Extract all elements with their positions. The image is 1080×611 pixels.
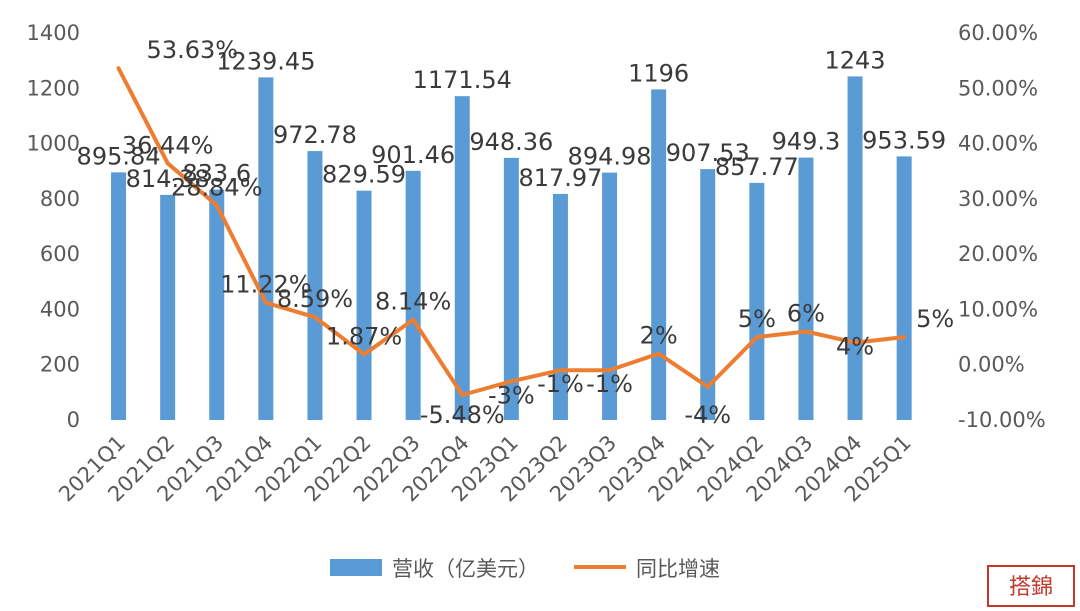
revenue-bar	[503, 157, 519, 421]
left-axis-tick: 1000	[27, 132, 80, 156]
revenue-bar	[160, 194, 176, 420]
left-axis-tick: 1200	[27, 76, 80, 100]
revenue-bar	[454, 96, 470, 421]
growth-line-label: 5%	[916, 305, 954, 333]
growth-line	[116, 66, 907, 397]
left-axis-tick: 600	[40, 242, 80, 266]
right-axis-tick: 30.00%	[958, 187, 1038, 211]
revenue-bar-label: 907.53	[666, 139, 750, 167]
revenue-bar	[896, 156, 912, 420]
legend-label-revenue: 营收（亿美元）	[392, 557, 539, 581]
left-axis-tick: 200	[40, 353, 80, 377]
right-axis-ticks: -10.00% 0.00% 10.00% 20.00% 30.00% 40.00% 50.0…	[958, 21, 1046, 432]
legend-swatch-revenue	[330, 559, 382, 576]
revenue-bar-label: 949.3	[772, 128, 841, 156]
growth-line-label: 1.87%	[326, 322, 402, 350]
revenue-bar-label: 901.46	[371, 141, 455, 169]
left-axis-tick: 1400	[27, 21, 80, 45]
revenue-bar-label: 1196	[628, 59, 689, 87]
revenue-bar	[356, 190, 372, 420]
growth-line-label: -1%	[586, 370, 633, 398]
right-axis-tick: 10.00%	[958, 297, 1038, 321]
revenue-bar-label: 948.36	[469, 128, 553, 156]
revenue-bar-label: 953.59	[862, 126, 946, 154]
revenue-bar-label: 814.38	[126, 165, 210, 193]
left-axis-ticks: 0 200 400 600 800 1000 1200 1400	[27, 21, 80, 432]
left-axis-tick: 800	[40, 187, 80, 211]
growth-line-label: 2%	[640, 322, 678, 350]
revenue-bar	[111, 172, 127, 420]
growth-line-label: 8.14%	[375, 288, 451, 316]
watermark-stamp: 搭錦	[987, 565, 1075, 607]
revenue-bar	[847, 76, 863, 420]
stamp-text: 搭錦	[1009, 575, 1053, 600]
growth-line-label: 11.22%	[220, 271, 312, 299]
growth-line-label: -4%	[684, 401, 731, 429]
growth-line-label: 36.44%	[122, 131, 214, 159]
growth-line-label: 6%	[787, 300, 825, 328]
right-axis-tick: 0.00%	[958, 353, 1025, 377]
revenue-bar	[307, 151, 323, 420]
revenue-bar	[700, 169, 716, 420]
right-axis-tick: 60.00%	[958, 21, 1038, 45]
growth-line-label: -3%	[488, 381, 535, 409]
right-axis-tick: 50.00%	[958, 76, 1038, 100]
revenue-bar-label: 1171.54	[413, 66, 512, 94]
revenue-bar	[651, 89, 667, 421]
revenue-bar	[405, 170, 421, 420]
growth-line-label: 53.63%	[147, 36, 239, 64]
revenue-bars	[111, 76, 912, 421]
growth-line-path	[116, 66, 907, 397]
growth-line-label: 5%	[738, 305, 776, 333]
revenue-bar-label: 1243	[825, 46, 886, 74]
revenue-bar	[209, 189, 225, 420]
left-axis-tick: 400	[40, 297, 80, 321]
revenue-bar-label: 829.59	[322, 161, 406, 189]
revenue-bar-label: 894.98	[568, 143, 652, 171]
legend: 营收（亿美元） 同比增速	[330, 557, 720, 581]
revenue-bar-label: 972.78	[273, 121, 357, 149]
revenue-bar-label: 857.77	[715, 153, 799, 181]
revenue-bar-label: 1239.45	[216, 47, 315, 75]
revenue-bar	[258, 77, 274, 420]
revenue-bar	[552, 193, 568, 420]
growth-line-label: 28.84%	[171, 173, 263, 201]
growth-line-label: 8.59%	[277, 285, 353, 313]
right-axis-tick: -10.00%	[958, 408, 1046, 432]
right-axis-tick: 40.00%	[958, 132, 1038, 156]
revenue-bar	[602, 172, 618, 420]
growth-line-label: -1%	[537, 370, 584, 398]
right-axis-tick: 20.00%	[958, 242, 1038, 266]
revenue-bar	[749, 182, 765, 420]
line-labels: 53.63% 36.44% 28.84% 11.22%8.59% 1.87% 8.14% -…	[122, 36, 954, 429]
revenue-bar-label: 817.97	[518, 164, 602, 192]
growth-line-label: 4%	[836, 333, 874, 361]
revenue-bar-label: 833.6	[182, 160, 251, 188]
revenue-bar	[798, 157, 814, 420]
revenue-bar-label: 895.84	[77, 142, 161, 170]
left-axis-tick: 0	[67, 408, 80, 432]
category-labels: 2021Q12021Q22021Q32021Q42022Q12022Q22022…	[54, 431, 916, 507]
growth-line-label: -5.48%	[420, 401, 505, 429]
legend-label-growth: 同比增速	[636, 557, 720, 581]
